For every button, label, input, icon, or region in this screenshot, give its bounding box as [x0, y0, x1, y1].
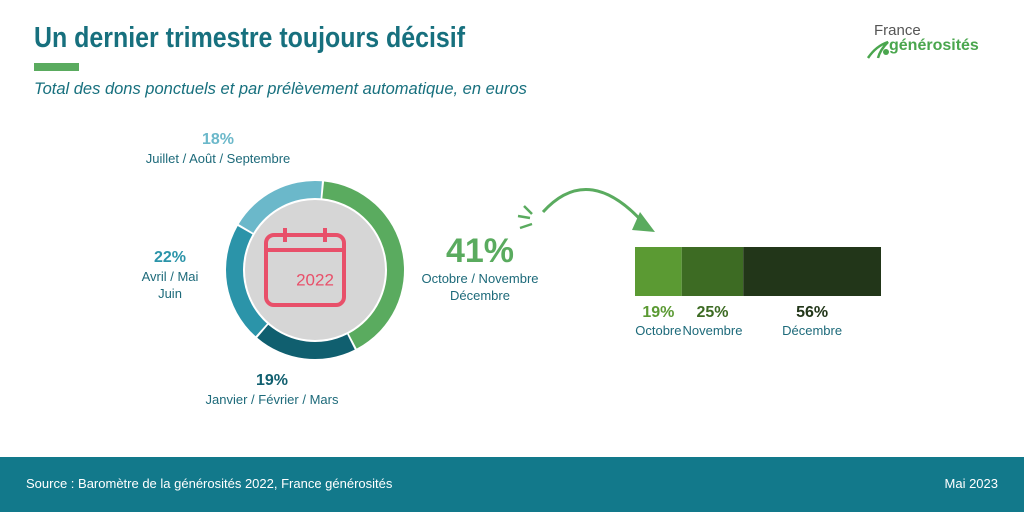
value-label: 19% [255, 372, 289, 389]
category-label: Avril / Mai Juin [141, 269, 199, 301]
arrow [541, 188, 650, 229]
spark [517, 205, 533, 230]
arrow-head [632, 212, 655, 232]
donut-segment [226, 225, 267, 337]
legend-label: Novembre [682, 323, 743, 338]
value-label: 19% [642, 304, 675, 321]
category-label: Octobre / Novembre Décembre [421, 271, 539, 303]
value-label: 18% [201, 131, 235, 148]
legend-label: Octobre [635, 323, 682, 338]
center-label: 2022 [296, 270, 334, 289]
donut-segment [257, 324, 355, 359]
bar-segment [681, 247, 744, 296]
logo-text: France [874, 22, 921, 39]
category-label: Juillet / Août / Septembre [145, 151, 291, 166]
source: Source : Baromètre de la générosités 202… [26, 476, 393, 491]
footer [0, 457, 1024, 512]
bar-segment [635, 247, 682, 296]
value-label: 41% [445, 232, 515, 270]
value-label: 56% [796, 304, 829, 321]
title: Un dernier trimestre toujours décisif [34, 22, 466, 54]
title-underline [34, 63, 79, 71]
legend-label: Décembre [782, 323, 843, 338]
logo-text: générosités [889, 37, 979, 54]
calendar [264, 233, 346, 307]
donut-segment [238, 181, 322, 233]
chart: 2022 [226, 181, 881, 359]
date: Mai 2023 [944, 476, 998, 491]
value-label: 25% [696, 304, 729, 321]
subtitle: Total des dons ponctuels et par prélèvem… [34, 80, 527, 98]
category-label: Janvier / Février / Mars [205, 392, 339, 407]
logo-icon [866, 40, 889, 59]
donut-segment [322, 181, 405, 349]
bar-segment [743, 247, 881, 296]
value-label: 22% [153, 249, 187, 266]
